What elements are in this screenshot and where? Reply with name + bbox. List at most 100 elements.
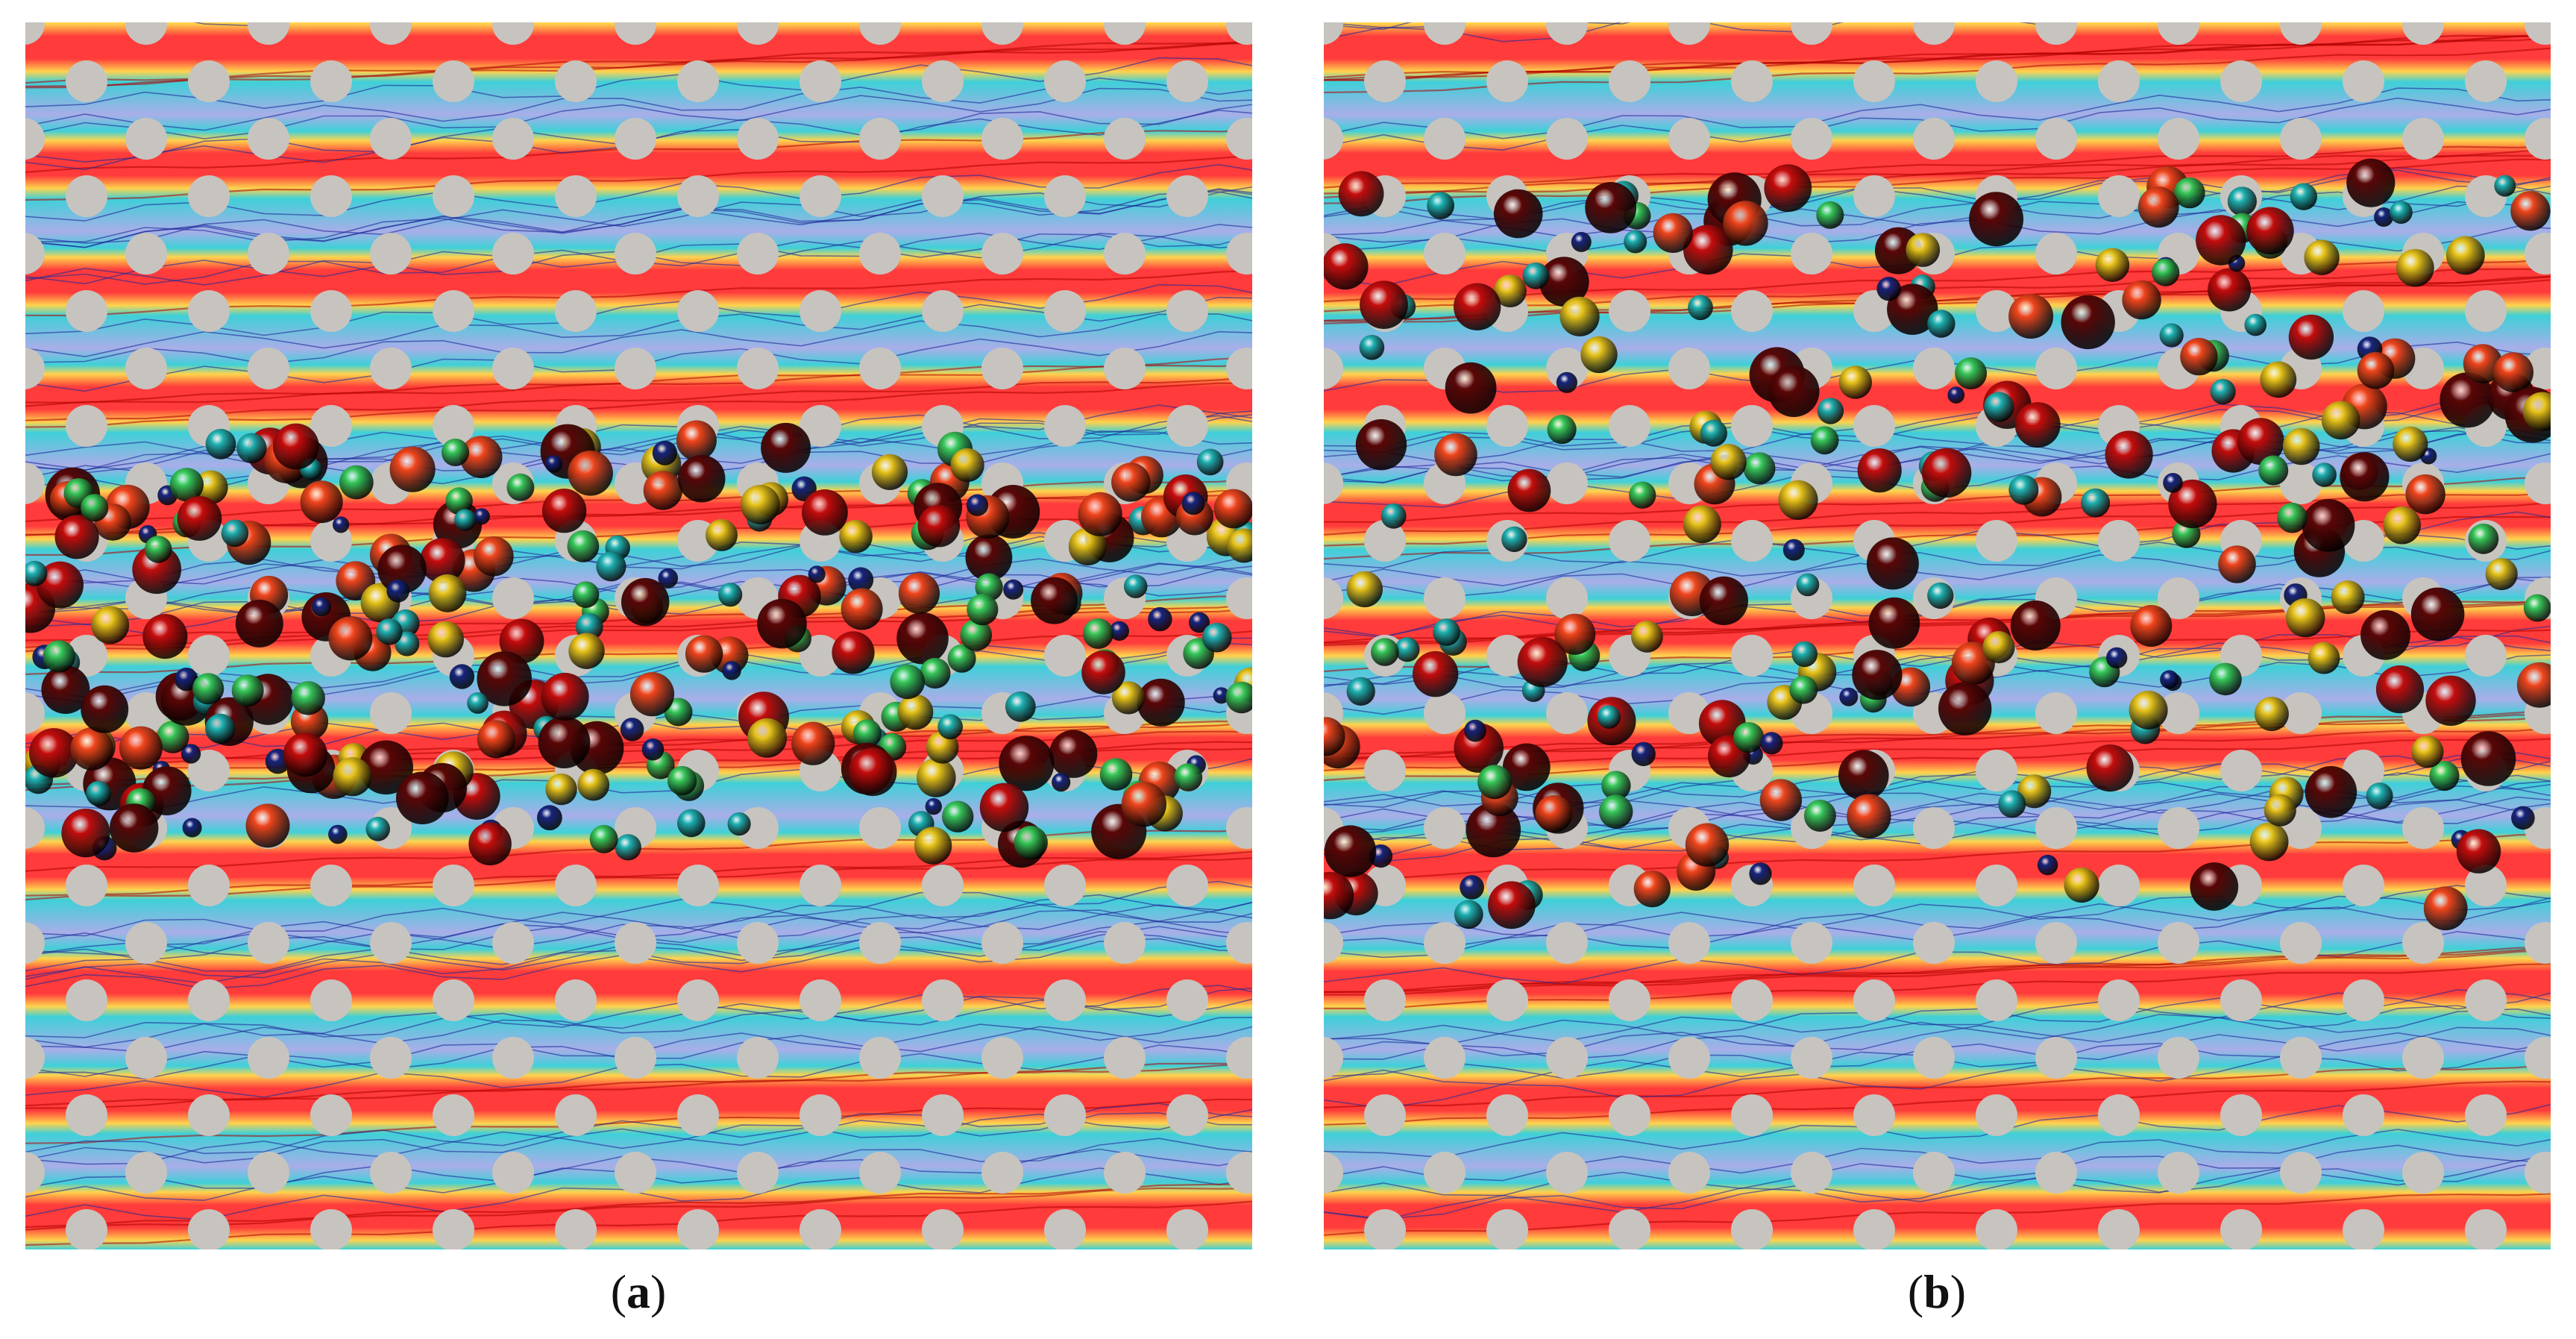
particle bbox=[567, 530, 600, 562]
particle bbox=[2196, 215, 2246, 266]
obstacle bbox=[2465, 979, 2507, 1021]
particle bbox=[477, 720, 516, 759]
obstacle bbox=[859, 922, 901, 964]
obstacle bbox=[25, 118, 45, 160]
obstacle bbox=[1609, 290, 1650, 332]
obstacle bbox=[125, 118, 167, 160]
obstacle bbox=[492, 922, 534, 964]
particle bbox=[2160, 670, 2179, 689]
obstacle bbox=[615, 1037, 656, 1079]
particle bbox=[1796, 573, 1820, 597]
obstacle bbox=[1044, 1209, 1086, 1249]
particle bbox=[2305, 766, 2357, 818]
obstacle bbox=[2280, 118, 2322, 160]
obstacle bbox=[922, 175, 964, 217]
obstacle bbox=[1976, 750, 2017, 791]
obstacle bbox=[2158, 1037, 2199, 1079]
particle bbox=[1371, 638, 1399, 666]
particle bbox=[2360, 609, 2410, 660]
streamline bbox=[1324, 275, 2551, 322]
particle bbox=[454, 509, 477, 531]
particle bbox=[2494, 175, 2516, 197]
particle bbox=[1857, 448, 1902, 493]
particle bbox=[898, 572, 940, 614]
obstacle bbox=[1044, 60, 1086, 102]
particle bbox=[1683, 225, 1733, 275]
particle bbox=[740, 484, 780, 524]
obstacle bbox=[1044, 635, 1086, 677]
particle bbox=[2312, 462, 2337, 487]
particle bbox=[1683, 505, 1721, 544]
obstacle bbox=[1324, 1152, 1343, 1194]
streamline bbox=[1324, 832, 2551, 880]
particle bbox=[1868, 597, 1920, 649]
obstacle bbox=[66, 60, 107, 102]
obstacle bbox=[981, 922, 1023, 964]
obstacle bbox=[1546, 348, 1588, 389]
obstacle bbox=[799, 979, 841, 1021]
obstacle bbox=[433, 290, 474, 332]
obstacle bbox=[492, 22, 534, 45]
particle bbox=[1539, 257, 1589, 307]
streamline bbox=[25, 41, 1252, 87]
obstacle bbox=[1226, 807, 1252, 849]
particle bbox=[1031, 577, 1078, 624]
obstacle bbox=[370, 1152, 412, 1194]
particle bbox=[442, 439, 469, 466]
streamline bbox=[1324, 1008, 2551, 1060]
obstacle bbox=[1976, 1094, 2017, 1136]
streamline bbox=[1324, 600, 2551, 644]
obstacle bbox=[737, 922, 779, 964]
particle bbox=[808, 565, 826, 583]
particle bbox=[359, 740, 413, 795]
streamline bbox=[1324, 47, 2551, 94]
particle bbox=[615, 834, 641, 861]
obstacle bbox=[981, 22, 1023, 45]
obstacle bbox=[1486, 405, 1528, 447]
obstacle bbox=[2525, 118, 2551, 160]
obstacle bbox=[1976, 1209, 2017, 1249]
obstacle bbox=[2035, 922, 2077, 964]
particle bbox=[142, 614, 188, 659]
obstacle bbox=[615, 348, 656, 389]
obstacle bbox=[1104, 1037, 1146, 1079]
particle bbox=[1927, 582, 1954, 609]
streamline bbox=[25, 857, 1252, 901]
streamline bbox=[25, 938, 1252, 990]
particle bbox=[1005, 691, 1036, 722]
obstacle bbox=[2343, 979, 2384, 1021]
particle bbox=[473, 508, 490, 525]
obstacle bbox=[25, 692, 45, 734]
obstacle bbox=[2402, 1152, 2444, 1194]
particle bbox=[506, 473, 535, 501]
particle bbox=[1839, 687, 1859, 706]
obstacle bbox=[1668, 22, 1710, 45]
particle bbox=[291, 681, 325, 715]
streamline bbox=[1324, 785, 2551, 838]
particle bbox=[333, 757, 372, 797]
obstacle bbox=[1104, 1152, 1146, 1194]
obstacle bbox=[433, 60, 474, 102]
particle bbox=[1068, 527, 1107, 565]
particle bbox=[468, 822, 512, 866]
obstacle bbox=[1913, 22, 1955, 45]
streamline bbox=[1324, 501, 2551, 547]
particle bbox=[1522, 262, 1550, 289]
obstacle bbox=[1324, 462, 1343, 504]
obstacle bbox=[492, 233, 534, 275]
obstacle bbox=[1486, 1094, 1528, 1136]
particle bbox=[1359, 334, 1385, 360]
streamline bbox=[25, 313, 1252, 365]
streamline bbox=[1324, 1161, 2551, 1220]
obstacle bbox=[2280, 462, 2322, 504]
panel-b-canvas bbox=[1324, 22, 2551, 1249]
streamline bbox=[25, 154, 1252, 201]
particle bbox=[182, 818, 202, 838]
streamline bbox=[25, 382, 1252, 428]
particle bbox=[1324, 825, 1377, 877]
obstacle bbox=[2098, 175, 2140, 217]
obstacle bbox=[25, 1152, 45, 1194]
particle bbox=[169, 468, 204, 502]
obstacle bbox=[1546, 692, 1588, 734]
particle bbox=[1502, 743, 1551, 791]
